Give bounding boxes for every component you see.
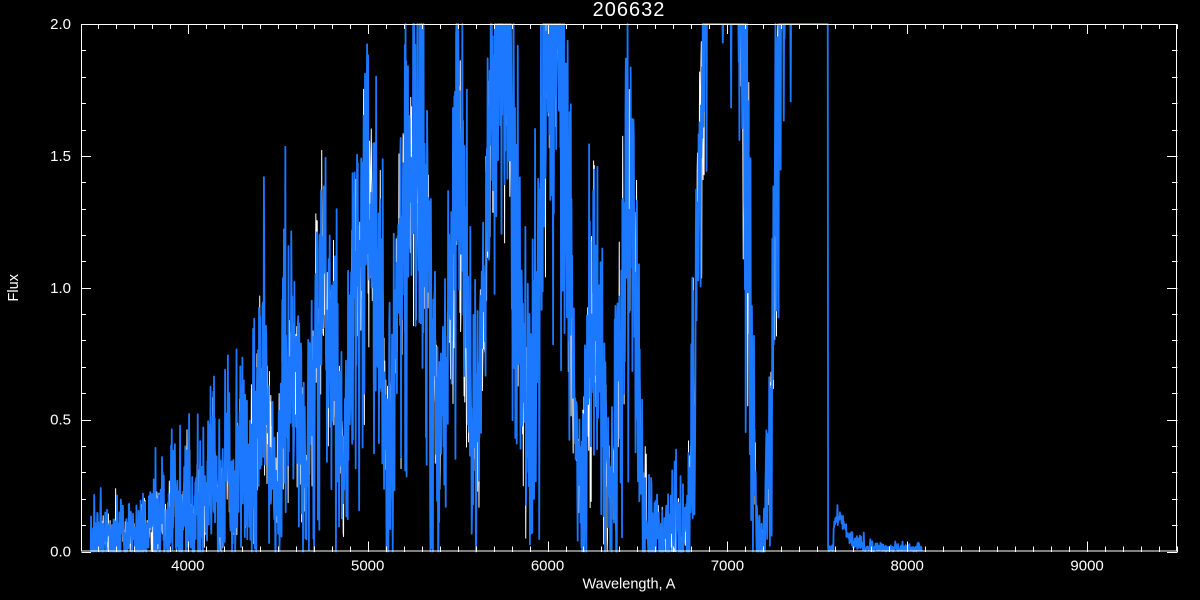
svg-text:206632: 206632 [593, 0, 666, 21]
svg-text:5000: 5000 [351, 558, 384, 575]
svg-text:6000: 6000 [531, 558, 564, 575]
svg-text:8000: 8000 [891, 558, 924, 575]
svg-text:0.0: 0.0 [50, 544, 71, 561]
svg-text:9000: 9000 [1070, 558, 1103, 575]
svg-text:7000: 7000 [711, 558, 744, 575]
svg-text:1.0: 1.0 [50, 280, 71, 297]
svg-text:1.5: 1.5 [50, 148, 71, 165]
svg-text:0.5: 0.5 [50, 412, 71, 429]
svg-text:2.0: 2.0 [50, 16, 71, 33]
svg-text:4000: 4000 [171, 558, 204, 575]
svg-text:Flux: Flux [6, 273, 22, 301]
svg-text:Wavelength, A: Wavelength, A [583, 577, 676, 593]
